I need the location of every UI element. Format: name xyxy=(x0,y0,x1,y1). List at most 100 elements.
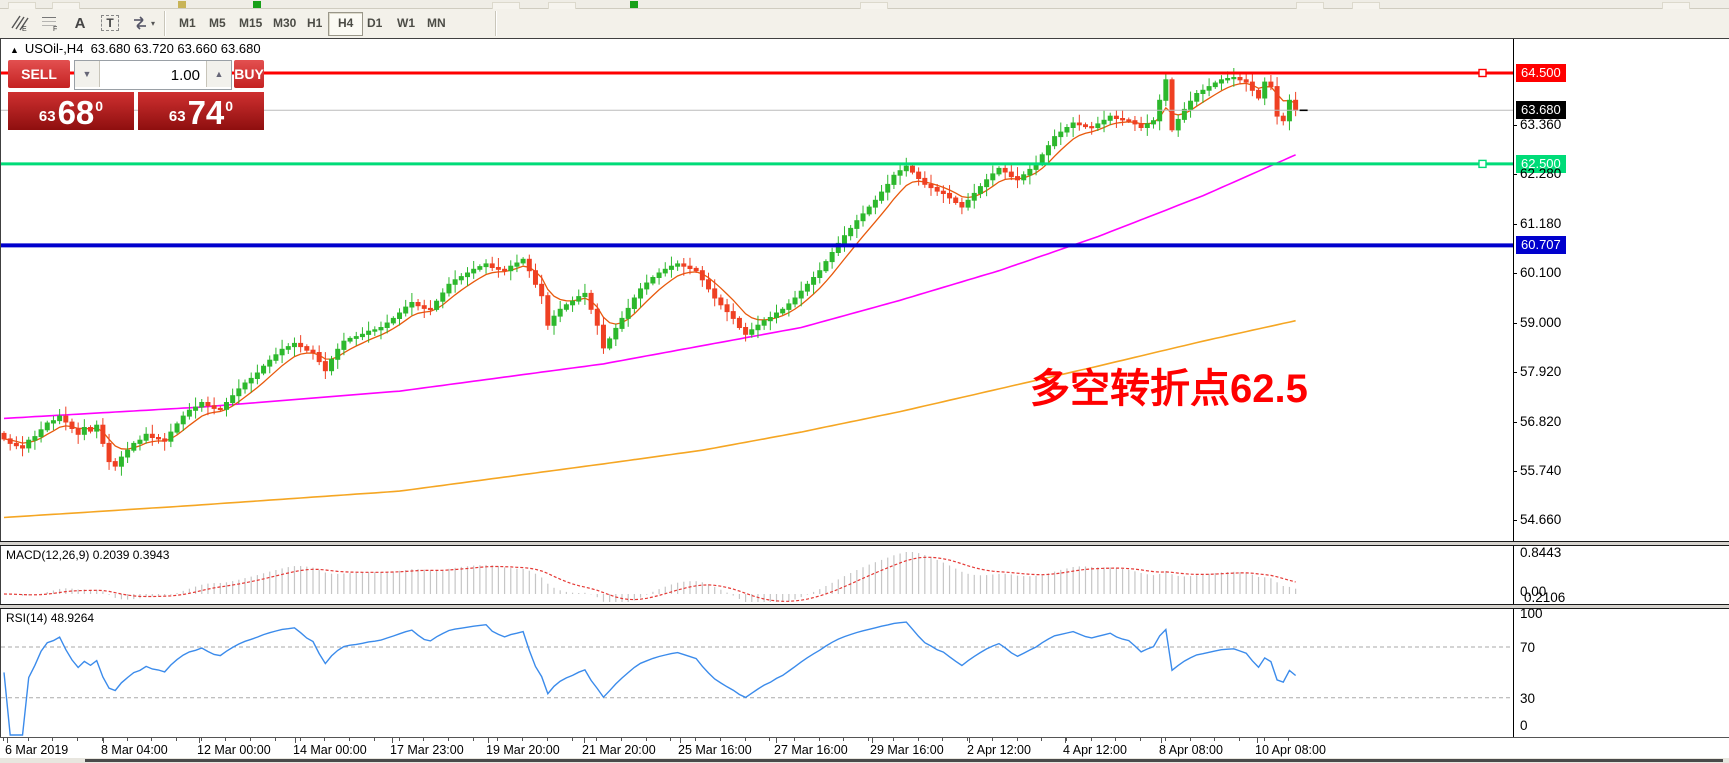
crosshair-hatch-icon[interactable]: E xyxy=(6,12,34,34)
time-tick xyxy=(1016,738,1018,741)
time-tick xyxy=(645,738,647,741)
time-tick-major xyxy=(392,738,393,743)
sell-price-big: 68 xyxy=(57,94,95,131)
chart-frame-border xyxy=(0,38,1,758)
time-label: 12 Mar 00:00 xyxy=(197,743,271,757)
panel-splitter[interactable] xyxy=(0,541,1729,546)
sell-price-sup: 0 xyxy=(95,98,104,114)
price-badge-63.680: 63.680 xyxy=(1516,101,1566,120)
time-tick xyxy=(349,738,351,741)
time-tick xyxy=(942,738,944,741)
volume-increase-button[interactable]: ▲ xyxy=(206,61,231,87)
label-tool-icon[interactable]: T xyxy=(96,12,124,34)
time-tick xyxy=(1041,738,1043,741)
volume-spinner: ▼ ▲ xyxy=(74,60,232,90)
axis-tick-mark xyxy=(1513,124,1517,126)
price-badge-60.707: 60.707 xyxy=(1516,236,1566,255)
time-tick xyxy=(868,738,870,741)
time-tick xyxy=(571,738,573,741)
time-tick-major xyxy=(103,738,104,743)
timeframe-button-m5[interactable]: M5 xyxy=(209,16,226,30)
chart-frame-border xyxy=(0,38,1729,39)
volume-input[interactable] xyxy=(100,61,206,89)
rsi-axis-100: 100 xyxy=(1520,606,1543,621)
timeframe-button-w1[interactable]: W1 xyxy=(397,16,415,30)
time-tick xyxy=(1140,738,1142,741)
axis-tick-mark xyxy=(1513,422,1517,424)
chart-annotation-text[interactable]: 多空转折点62.5 xyxy=(1030,367,1308,411)
rsi-label: RSI(14) 48.9264 xyxy=(6,611,95,625)
svg-text:E: E xyxy=(22,26,27,32)
chart-title: ▲ USOil-,H4 63.680 63.720 63.660 63.680 xyxy=(10,41,261,56)
rsi-plot[interactable] xyxy=(1,609,1513,737)
collapse-icon[interactable]: ▲ xyxy=(10,45,19,55)
price-tick-62.280: 62.280 xyxy=(1520,165,1562,181)
time-tick xyxy=(621,738,622,741)
time-tick xyxy=(695,738,697,741)
time-tick xyxy=(200,738,202,741)
axis-tick-mark xyxy=(1513,471,1517,473)
rsi-axis-30: 30 xyxy=(1520,691,1536,706)
panel-splitter[interactable] xyxy=(0,604,1729,609)
time-tick xyxy=(818,738,820,741)
time-label: 17 Mar 23:00 xyxy=(390,743,464,757)
time-tick xyxy=(274,738,276,741)
buy-price-prefix: 63 xyxy=(168,108,186,125)
price-tick-54.660: 54.660 xyxy=(1520,512,1562,528)
timeframe-button-m30[interactable]: M30 xyxy=(273,16,297,30)
time-tick xyxy=(892,738,894,741)
time-axis: 6 Mar 2019 8 Mar 04:00 12 Mar 00:00 14 Mar … xyxy=(0,737,1729,759)
buy-button[interactable]: BUY xyxy=(234,60,264,88)
timeframe-button-h4[interactable]: H4 xyxy=(328,12,364,36)
time-tick xyxy=(101,738,103,741)
axis-tick-mark xyxy=(1513,223,1517,225)
time-tick-major xyxy=(199,738,200,743)
time-tick-major xyxy=(776,738,777,743)
sell-price-display[interactable]: 63 68 0 xyxy=(8,92,134,130)
price-tick-55.740: 55.740 xyxy=(1520,463,1562,479)
time-tick-major xyxy=(1257,738,1258,743)
scrollbar-thumb[interactable] xyxy=(85,759,1723,762)
time-tick xyxy=(991,738,993,741)
time-tick xyxy=(151,738,153,741)
price-tick-61.180: 61.180 xyxy=(1520,215,1562,231)
time-label: 4 Apr 12:00 xyxy=(1063,743,1127,757)
arrange-arrows-icon[interactable]: ▾ xyxy=(126,12,160,34)
time-tick xyxy=(423,738,425,741)
time-tick-major xyxy=(1065,738,1066,743)
time-label: 19 Mar 20:00 xyxy=(486,743,560,757)
macd-axis-zero: 0.00 xyxy=(1520,584,1547,599)
time-tick xyxy=(719,738,721,741)
axis-tick-mark xyxy=(1513,372,1517,374)
buy-price-display[interactable]: 63 74 0 xyxy=(138,92,264,130)
timeframe-button-mn[interactable]: MN xyxy=(427,16,446,30)
text-tool-icon[interactable]: A xyxy=(74,14,86,32)
timeframe-button-m15[interactable]: M15 xyxy=(239,16,263,30)
macd-label: MACD(12,26,9) 0.2039 0.3943 xyxy=(6,548,170,562)
time-label: 27 Mar 16:00 xyxy=(774,743,848,757)
macd-plot[interactable] xyxy=(1,546,1513,604)
volume-decrease-button[interactable]: ▼ xyxy=(75,61,100,87)
timeframe-button-d1[interactable]: D1 xyxy=(367,16,383,30)
time-tick xyxy=(398,738,400,741)
time-tick xyxy=(1189,738,1191,741)
horizontal-scrollbar[interactable] xyxy=(0,758,1729,763)
time-tick xyxy=(1288,738,1290,741)
time-tick xyxy=(324,738,326,741)
main-chart-plot[interactable] xyxy=(1,38,1513,541)
timeframe-button-m1[interactable]: M1 xyxy=(179,16,196,30)
time-tick xyxy=(967,738,969,741)
price-tick-63.360: 63.360 xyxy=(1520,116,1562,132)
timeframe-button-h1[interactable]: H1 xyxy=(307,16,323,30)
time-tick xyxy=(225,738,227,741)
price-badge-64.500: 64.500 xyxy=(1516,64,1566,82)
time-tick xyxy=(1164,738,1166,741)
time-tick xyxy=(546,738,548,741)
time-tick xyxy=(843,738,845,741)
time-tick xyxy=(1239,738,1240,741)
sell-button[interactable]: SELL xyxy=(8,60,70,88)
time-tick-major xyxy=(584,738,585,743)
time-tick xyxy=(1090,738,1092,741)
dotted-grid-icon[interactable]: F xyxy=(36,12,64,34)
top-toolbar-strip xyxy=(0,0,1729,10)
